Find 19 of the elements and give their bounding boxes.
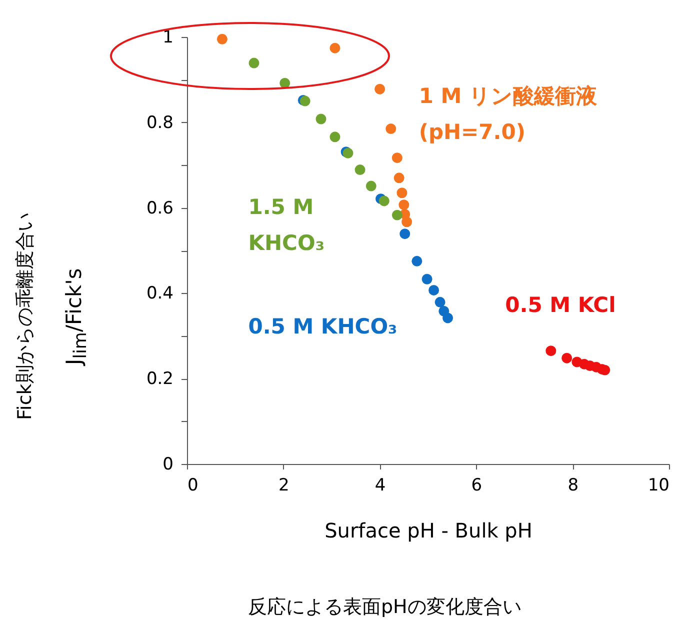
y-tick-label: 0.2 xyxy=(146,369,174,390)
y-tick-label: 0 xyxy=(162,454,174,474)
y-tick-label: 0.4 xyxy=(146,284,174,304)
x-tick-label: 4 xyxy=(374,476,386,496)
y-tick-label: 0.6 xyxy=(146,198,174,218)
series-label: 0.5 M KHCO₃ xyxy=(248,314,398,338)
x-axis-title: Surface pH - Bulk pH xyxy=(324,518,532,542)
x-tick-label: 8 xyxy=(568,476,579,496)
series-label: 1.5 M KHCO₃ xyxy=(248,194,325,255)
text: Fick則からの乖離度合い xyxy=(13,212,37,420)
series-label: 0.5 M KCl xyxy=(505,293,616,318)
y-tick-label: 1 xyxy=(162,28,174,48)
x-tick-label: 2 xyxy=(278,476,290,496)
series-label: 1 M リン酸緩衝液 (pH=7.0) xyxy=(418,84,598,144)
x-tick-label: 0 xyxy=(188,476,198,496)
text: 反応による表面pHの変化度合い xyxy=(248,595,522,620)
y-tick-label: 0.8 xyxy=(146,112,174,133)
x-tick-label: 10 xyxy=(648,476,670,496)
x-tick-label: 6 xyxy=(471,476,482,496)
